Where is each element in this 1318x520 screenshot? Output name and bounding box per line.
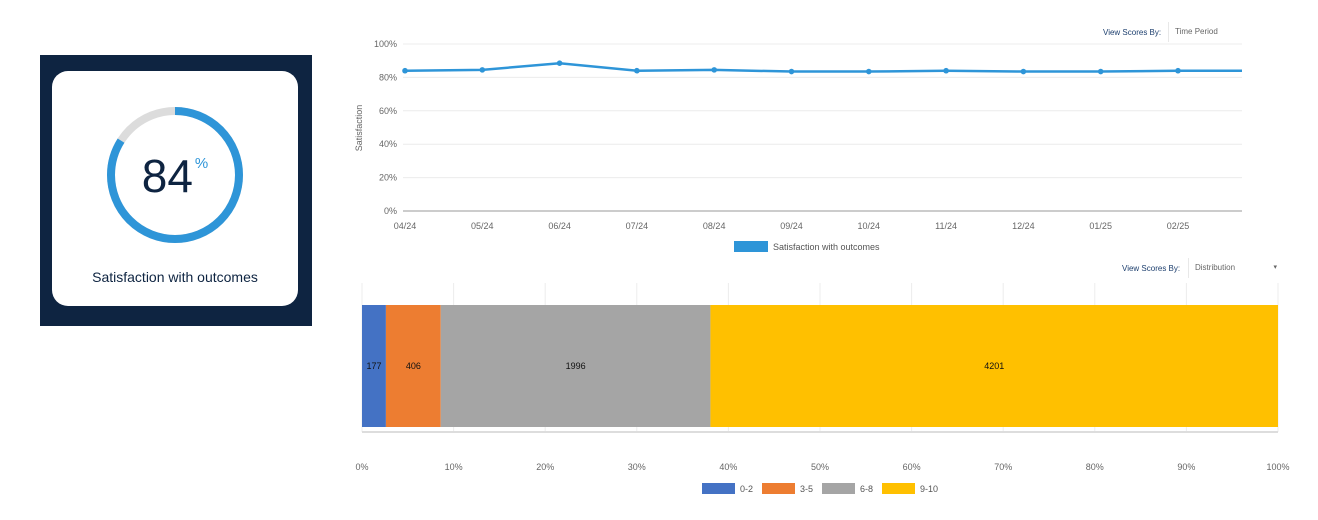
distribution-select[interactable]: Distribution ▾ — [1188, 258, 1277, 278]
time-period-select[interactable]: Time Period — [1168, 22, 1235, 42]
legend-label: Satisfaction with outcomes — [773, 242, 880, 252]
bar-segment — [362, 305, 386, 427]
bar-segment — [440, 305, 711, 427]
x-tick-label: 02/25 — [1167, 221, 1190, 231]
data-point — [479, 67, 486, 73]
distribution-select-value: Distribution — [1195, 263, 1236, 272]
legend-label: 9-10 — [920, 484, 938, 494]
x-tick-label: 10/24 — [858, 221, 881, 231]
x-tick-label: 05/24 — [471, 221, 494, 231]
legend-label: 3-5 — [800, 484, 813, 494]
y-tick-label: 0% — [384, 206, 397, 216]
legend-swatch — [702, 483, 735, 494]
kpi-value: 84% — [52, 149, 298, 203]
kpi-card: 84% Satisfaction with outcomes — [40, 55, 312, 326]
x-tick-label: 80% — [1086, 462, 1104, 472]
data-label: 4201 — [984, 361, 1004, 371]
ring-fill — [107, 107, 243, 243]
data-point — [943, 67, 949, 74]
distribution-bar-chart: 0% 10% 20% 30% 40% 50% 60% 70% 80% 90% 100% 177 406 1… — [355, 283, 1290, 494]
y-tick-label: 100% — [374, 39, 397, 49]
x-tick-label: 100% — [1266, 462, 1289, 472]
data-point — [711, 67, 717, 73]
x-tick-label: 12/24 — [1012, 221, 1035, 231]
x-tick-label: 20% — [536, 462, 554, 472]
x-tick-label: 08/24 — [703, 221, 726, 231]
x-tick-label: 11/24 — [935, 221, 957, 231]
x-tick-label: 06/24 — [548, 221, 571, 231]
progress-ring — [107, 107, 243, 243]
x-tick-label: 07/24 — [626, 221, 649, 231]
kpi-card-inner: 84% Satisfaction with outcomes — [52, 71, 298, 306]
bar-segment — [385, 305, 441, 427]
x-tick-label: 01/25 — [1089, 221, 1112, 231]
y-tick-label: 40% — [379, 139, 397, 149]
x-tick-label: 04/24 — [394, 221, 417, 231]
x-tick-label: 90% — [1177, 462, 1195, 472]
line-view-scores-label: View Scores By: — [1103, 28, 1162, 37]
line-chart: 0% 20% 40% 60% 80% 100% Satisfaction 04/24 05/24… — [354, 39, 1242, 252]
chevron-down-icon: ▾ — [1273, 264, 1277, 271]
data-point — [1020, 68, 1027, 75]
x-tick-label: 70% — [994, 462, 1012, 472]
y-tick-label: 60% — [379, 106, 397, 116]
x-tick-label: 60% — [903, 462, 921, 472]
kpi-label: Satisfaction with outcomes — [92, 269, 258, 285]
legend-swatch — [882, 483, 915, 494]
bar-view-scores-label: View Scores By: — [1122, 264, 1181, 273]
data-point — [866, 68, 872, 75]
y-tick-label: 80% — [379, 72, 397, 82]
legend-swatch — [822, 483, 855, 494]
data-point — [556, 60, 563, 67]
y-axis-label: Satisfaction — [354, 105, 364, 152]
y-tick-label: 20% — [379, 173, 397, 183]
bar-segment — [710, 305, 1278, 427]
kpi-number: 84 — [141, 150, 193, 202]
legend-label: 6-8 — [860, 484, 873, 494]
x-tick-label: 50% — [811, 462, 829, 472]
x-tick-label: 40% — [719, 462, 737, 472]
x-tick-label: 0% — [355, 462, 368, 472]
series-line — [404, 61, 1242, 73]
x-tick-label: 10% — [445, 462, 463, 472]
data-label: 177 — [366, 361, 381, 371]
kpi-unit: % — [194, 155, 209, 172]
data-point — [634, 67, 640, 74]
data-label: 406 — [406, 361, 421, 371]
legend-swatch — [762, 483, 795, 494]
legend-label: 0-2 — [740, 484, 753, 494]
data-point — [788, 68, 795, 75]
data-point — [402, 67, 408, 74]
x-tick-label: 09/24 — [780, 221, 803, 231]
data-label: 1996 — [566, 361, 586, 371]
x-tick-label: 30% — [628, 462, 646, 472]
legend-swatch — [734, 241, 768, 252]
data-point — [1175, 67, 1181, 74]
data-point — [1097, 68, 1104, 75]
